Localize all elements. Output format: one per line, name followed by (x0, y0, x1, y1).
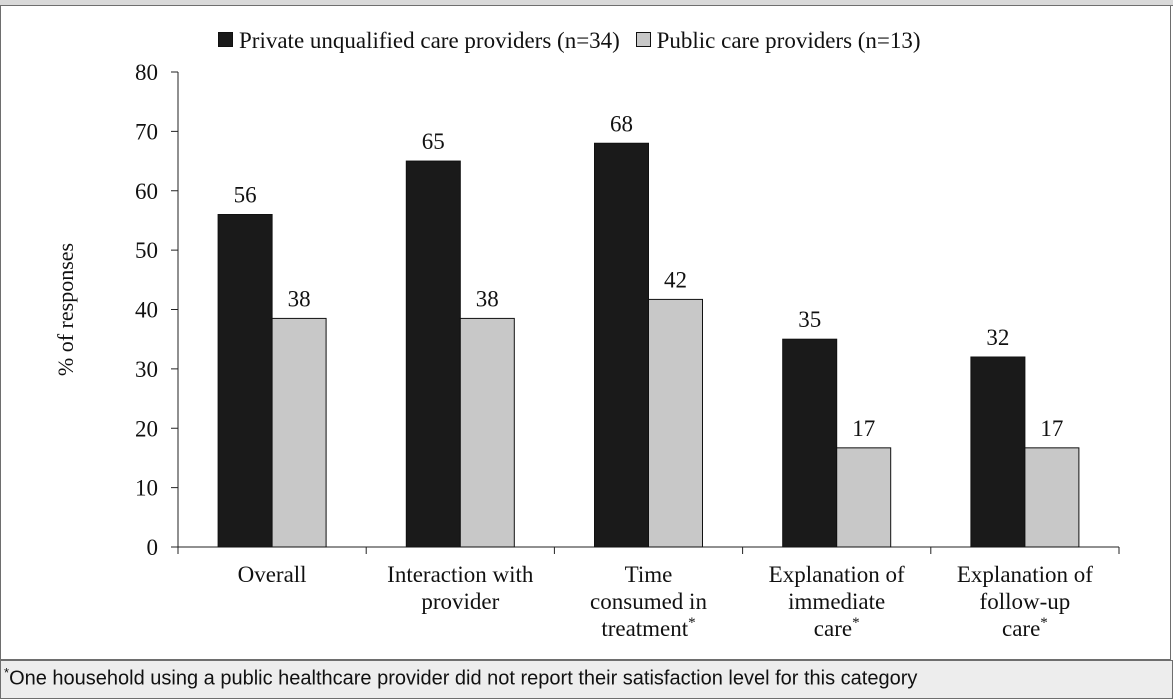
bar-private (970, 356, 1026, 548)
y-tick-label: 70 (135, 119, 158, 144)
bar-private (594, 142, 649, 548)
y-tick-label: 10 (135, 476, 158, 501)
y-axis-title: % of responses (53, 243, 78, 376)
bar-private (217, 214, 273, 548)
legend: Private unqualified care providers (n=34… (218, 28, 931, 54)
x-category-label: Overall (238, 562, 307, 587)
legend-label-public: Public care providers (n=13) (656, 28, 921, 53)
y-tick-label: 50 (135, 238, 158, 263)
data-label-private: 68 (610, 111, 633, 136)
footnote-asterisk: * (852, 615, 860, 631)
footnote-text: One household using a public healthcare … (9, 667, 918, 690)
y-tick-label: 30 (135, 357, 158, 382)
bar-private (782, 338, 838, 548)
bar-public (459, 317, 515, 548)
footnote: *One household using a public healthcare… (0, 660, 1173, 699)
x-category-label: consumed in (590, 589, 707, 614)
legend-item-public: Public care providers (n=13) (635, 28, 921, 54)
x-category-label: Interaction with (387, 562, 534, 587)
legend-label-private: Private unqualified care providers (n=34… (239, 28, 620, 53)
y-tick-label: 20 (135, 416, 158, 441)
x-category-label: immediate (788, 589, 885, 614)
data-label-private: 65 (422, 129, 445, 154)
data-label-private: 32 (986, 325, 1009, 350)
data-label-public: 38 (476, 286, 499, 311)
legend-item-private: Private unqualified care providers (n=34… (218, 28, 620, 54)
x-category-label: Explanation of (957, 562, 1093, 587)
x-category-label: follow-up (980, 589, 1071, 614)
y-tick-label: 0 (147, 535, 159, 560)
chart-area: 0 10 20 30 40 50 60 70 80 % of responses 56 38 Overa… (0, 5, 1171, 660)
header-band (0, 0, 1173, 6)
footnote-marker: * (4, 665, 10, 680)
data-label-public: 17 (1040, 416, 1063, 441)
bar-private (405, 160, 461, 548)
bar-public (271, 317, 327, 548)
legend-swatch-public (635, 32, 651, 47)
data-label-private: 56 (234, 183, 257, 208)
data-label-private: 35 (798, 307, 821, 332)
bar-public (648, 298, 703, 548)
legend-swatch-private (218, 32, 233, 47)
y-tick-label: 40 (135, 298, 158, 323)
x-category-label: care* (1002, 615, 1048, 641)
footnote-asterisk: * (688, 615, 696, 631)
y-tick-label: 60 (135, 179, 158, 204)
bar-public (836, 447, 892, 548)
data-label-public: 38 (288, 286, 311, 311)
x-category-label: provider (421, 589, 499, 614)
bar-chart: 0 10 20 30 40 50 60 70 80 % of responses 56 38 Overa… (53, 60, 1120, 641)
y-tick-label: 80 (135, 60, 158, 85)
x-category-label: care* (814, 615, 860, 641)
data-label-public: 42 (664, 267, 687, 292)
footnote-asterisk: * (1040, 615, 1048, 631)
x-category-label: Explanation of (769, 562, 905, 587)
x-category-label: treatment* (601, 615, 695, 641)
data-label-public: 17 (852, 416, 875, 441)
bar-public (1024, 447, 1080, 548)
x-category-label: Time (625, 562, 673, 587)
